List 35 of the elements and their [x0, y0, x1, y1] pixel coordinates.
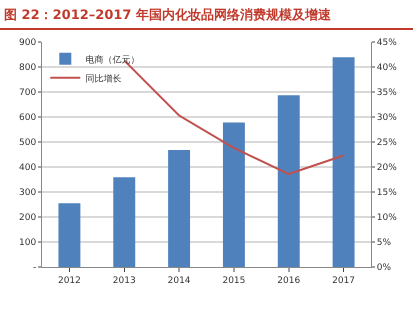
x-tick-label: 2016: [277, 276, 300, 286]
bar: [58, 203, 80, 267]
y2-tick-label: 45%: [376, 38, 398, 48]
y2-tick-label: 25%: [376, 138, 398, 148]
y-tick-label: 800: [19, 63, 36, 74]
legend-label: 电商（亿元）: [85, 54, 140, 66]
bar: [113, 177, 136, 267]
y2-tick-label: 5%: [376, 238, 392, 248]
x-tick-label: 2014: [168, 276, 191, 286]
y-tick-label: 300: [19, 188, 36, 198]
bar: [222, 122, 245, 267]
y2-tick-label: 40%: [376, 63, 398, 74]
bar: [168, 150, 190, 267]
bar: [332, 57, 355, 267]
y2-tick-label: 20%: [376, 163, 398, 174]
x-tick-label: 2015: [222, 276, 246, 286]
y-tick-label: 600: [19, 113, 36, 124]
y2-tick-label: 30%: [376, 113, 398, 124]
chart-title: 图 22：2012–2017 年国内化妆品网络消费规模及增速: [0, 0, 413, 30]
y-tick-label: 500: [19, 138, 36, 148]
x-tick-label: 2013: [112, 276, 136, 286]
legend-label: 同比增长: [85, 73, 122, 84]
y2-tick-label: 35%: [376, 88, 398, 98]
bar: [278, 95, 300, 267]
y-tick-label: 900: [19, 38, 36, 48]
y-tick-label: -: [32, 263, 36, 274]
y-tick-label: 400: [19, 163, 36, 174]
y2-tick-label: 15%: [376, 188, 398, 198]
y2-tick-label: 0%: [376, 263, 392, 274]
x-tick-label: 2017: [332, 276, 356, 286]
y-tick-label: 100: [19, 238, 36, 248]
y-tick-label: 700: [19, 88, 36, 98]
y-tick-label: 200: [19, 213, 36, 224]
y2-tick-label: 10%: [376, 213, 398, 224]
x-tick-label: 2012: [58, 276, 81, 286]
